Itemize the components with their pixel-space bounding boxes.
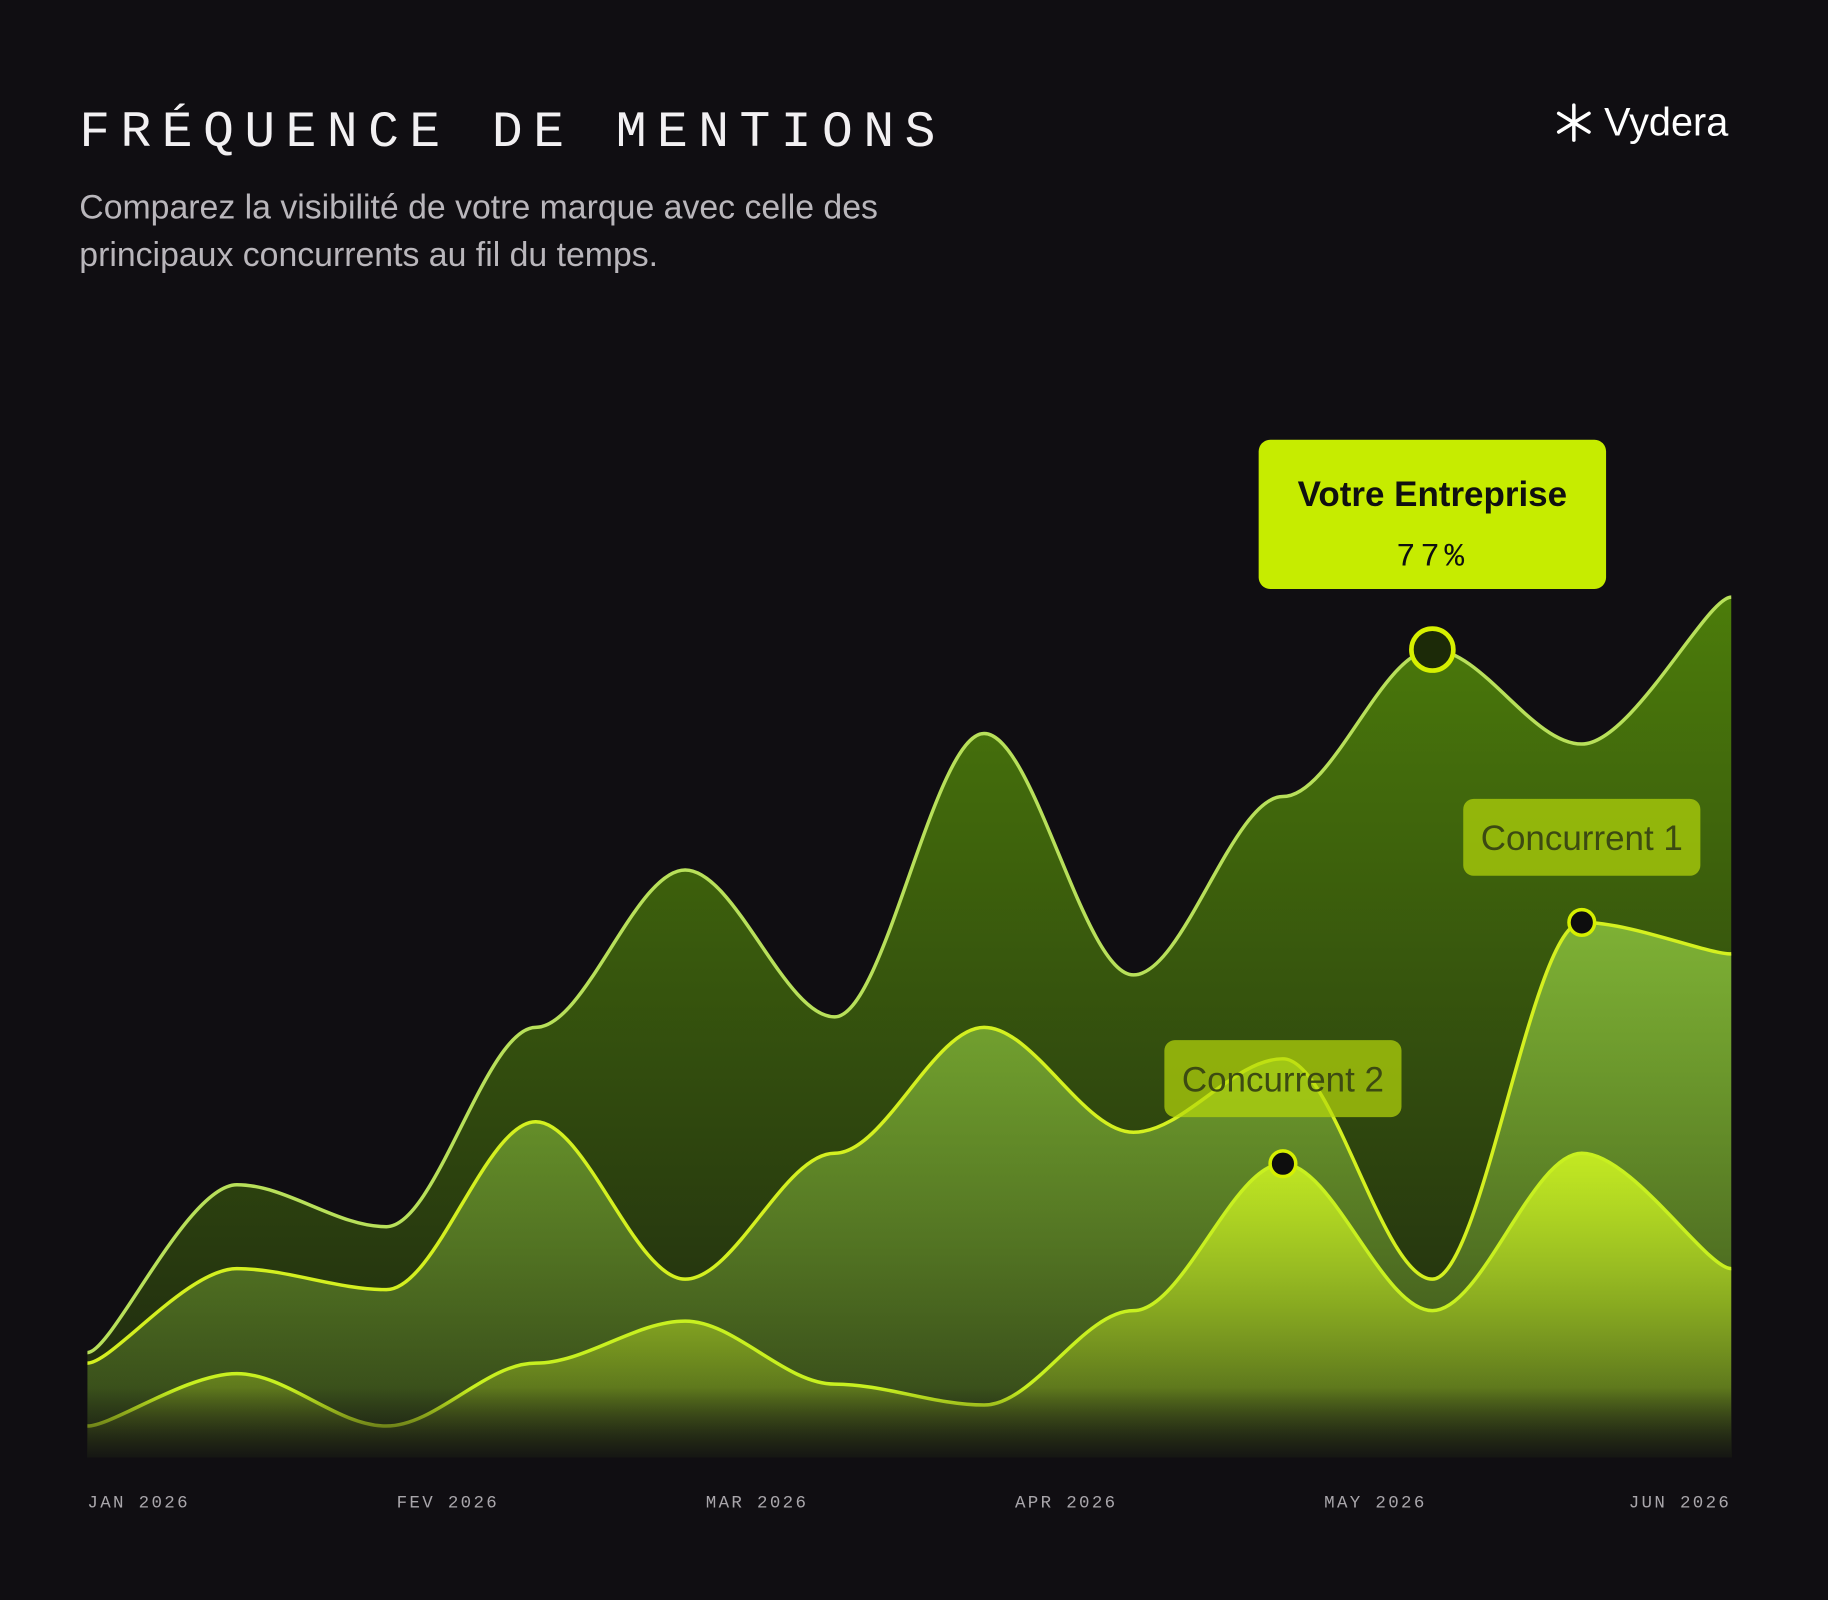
tooltip-value: 77% <box>1396 539 1469 576</box>
plot: Votre Entreprise 77% Concurrent 1 Concurren… <box>86 439 1732 1470</box>
chart-subtitle: Comparez la visibilité de votre marque a… <box>79 189 878 275</box>
series-callout-label: Concurrent 2 <box>1182 1060 1384 1099</box>
series-callout-box <box>1164 1040 1402 1118</box>
bottom-fade <box>87 1387 1732 1470</box>
x-tick-label: JAN 2026 <box>87 1494 190 1514</box>
brand-icon <box>1556 103 1591 142</box>
x-tick-label: APR 2026 <box>1015 1494 1118 1514</box>
chart-title: FRÉQUENCE DE MENTIONS <box>79 102 946 162</box>
highlight-point <box>1567 907 1597 937</box>
series-callout-box <box>1463 798 1701 876</box>
highlight-point <box>1268 1149 1298 1179</box>
x-tick-label: MAY 2026 <box>1324 1494 1427 1514</box>
series-callout-label: Concurrent 1 <box>1481 819 1683 858</box>
brand-name: Vydera <box>1604 100 1729 144</box>
subtitle-box: Comparez la visibilité de votre marque a… <box>79 189 878 275</box>
series-line <box>87 920 1732 1365</box>
highlight-point <box>1409 626 1456 673</box>
tooltip-name: Votre Entreprise <box>1298 475 1567 514</box>
tooltip-box <box>1258 439 1607 589</box>
x-tick-label: FEV 2026 <box>397 1494 500 1514</box>
x-tick-label: MAR 2026 <box>706 1494 809 1514</box>
area-fill <box>87 1153 1732 1458</box>
x-tick-label: JUN 2026 <box>1629 1494 1732 1514</box>
